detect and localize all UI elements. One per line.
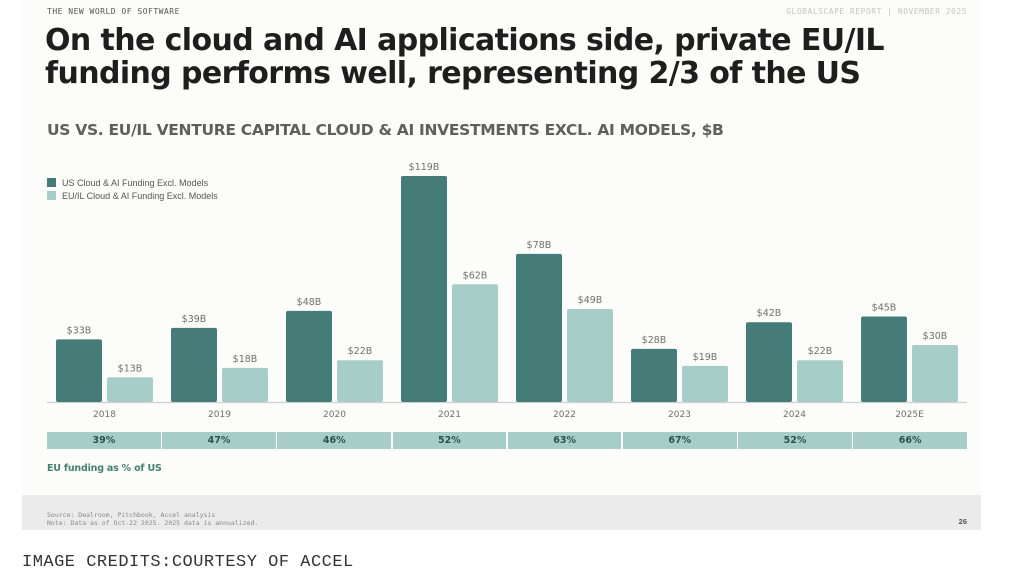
legend-label-eu: EU/IL Cloud & AI Funding Excl. Models (62, 190, 218, 201)
ratio-row: 39% 47% 46% 52% 63% 67% 52% 66% (47, 432, 967, 449)
slide-headline: On the cloud and AI applications side, p… (45, 24, 945, 90)
data-label-eu: $19B (693, 352, 718, 363)
ratio-cell: 52% (392, 432, 507, 449)
note-text: Note: Data as of Oct-22 2025. 2025 data … (47, 518, 259, 527)
slide: THE NEW WORLD OF SOFTWARE GLOBALSCAPE RE… (22, 0, 981, 530)
ratio-cell: 52% (738, 432, 852, 449)
slide-footer: Source: Dealroom, Pitchbook, Accel analy… (22, 495, 981, 530)
bar-eu (682, 365, 728, 402)
bar-us (631, 348, 677, 402)
bar-eu (567, 308, 613, 402)
data-label-eu: $18B (233, 354, 258, 365)
data-label-eu: $62B (463, 270, 488, 281)
bar-eu (107, 377, 153, 402)
ratio-cell: 47% (162, 432, 276, 449)
bar-us (516, 253, 562, 402)
page-number: 26 (958, 517, 967, 526)
x-tick-label: 2021 (438, 410, 461, 420)
legend-swatch-eu (47, 191, 56, 200)
legend-item-us: US Cloud & AI Funding Excl. Models (47, 176, 218, 189)
bar-us (56, 339, 102, 402)
ratio-cell: 46% (277, 432, 392, 449)
data-label-us: $33B (67, 325, 92, 336)
data-label-eu: $13B (118, 363, 143, 374)
legend-label-us: US Cloud & AI Funding Excl. Models (62, 177, 209, 188)
data-label-us: $78B (527, 240, 552, 251)
bar-us (286, 310, 332, 402)
x-tick-label: 2024 (783, 410, 806, 420)
bar-us (861, 316, 907, 402)
data-label-eu: $22B (808, 346, 833, 357)
data-label-us: $28B (642, 335, 667, 346)
chart-title: US VS. EU/IL VENTURE CAPITAL CLOUD & AI … (47, 121, 724, 139)
x-tick-label: 2025E (895, 410, 924, 420)
image-credit: IMAGE CREDITS:COURTESY OF ACCEL (22, 553, 354, 572)
data-label-us: $48B (297, 297, 322, 308)
x-tick-label: 2022 (553, 410, 576, 420)
data-label-eu: $30B (923, 331, 948, 342)
data-label-us: $119B (409, 162, 440, 173)
x-tick-label: 2018 (93, 410, 116, 420)
ratio-cell: 66% (853, 432, 967, 449)
bar-eu (337, 360, 383, 402)
x-tick-label: 2019 (208, 410, 231, 420)
chart-legend: US Cloud & AI Funding Excl. Models EU/IL… (47, 176, 218, 202)
ratio-cell: 63% (507, 432, 622, 449)
x-tick-label: 2020 (323, 410, 346, 420)
legend-item-eu: EU/IL Cloud & AI Funding Excl. Models (47, 189, 218, 202)
source-text: Source: Dealroom, Pitchbook, Accel analy… (47, 511, 216, 519)
bar-eu (222, 367, 268, 402)
report-label: GLOBALSCAPE REPORT | NOVEMBER 2025 (786, 7, 967, 16)
bar-eu (797, 360, 843, 402)
bar-us (746, 322, 792, 402)
data-label-us: $45B (872, 303, 897, 314)
ratio-cell: 67% (622, 432, 737, 449)
data-label-eu: $49B (578, 295, 603, 306)
bar-us (401, 176, 447, 402)
data-label-eu: $22B (348, 346, 373, 357)
headline-line-1: On the cloud and AI applications side, p… (45, 23, 885, 58)
bar-eu (452, 284, 498, 402)
ratio-row-label: EU funding as % of US (47, 463, 162, 474)
ratio-cell: 39% (47, 432, 161, 449)
source-note: Source: Dealroom, Pitchbook, Accel analy… (47, 511, 259, 527)
section-kicker: THE NEW WORLD OF SOFTWARE (47, 7, 180, 16)
legend-swatch-us (47, 178, 56, 187)
data-label-us: $39B (182, 314, 207, 325)
bar-us (171, 327, 217, 402)
bar-eu (912, 345, 958, 402)
headline-line-2: funding performs well, representing 2/3 … (45, 56, 861, 91)
x-tick-label: 2023 (668, 410, 691, 420)
bar-chart: $33B $13B 2018 $39B $18B 2019 $48B $22B 2020 $119… (47, 162, 967, 420)
data-label-us: $42B (757, 308, 782, 319)
